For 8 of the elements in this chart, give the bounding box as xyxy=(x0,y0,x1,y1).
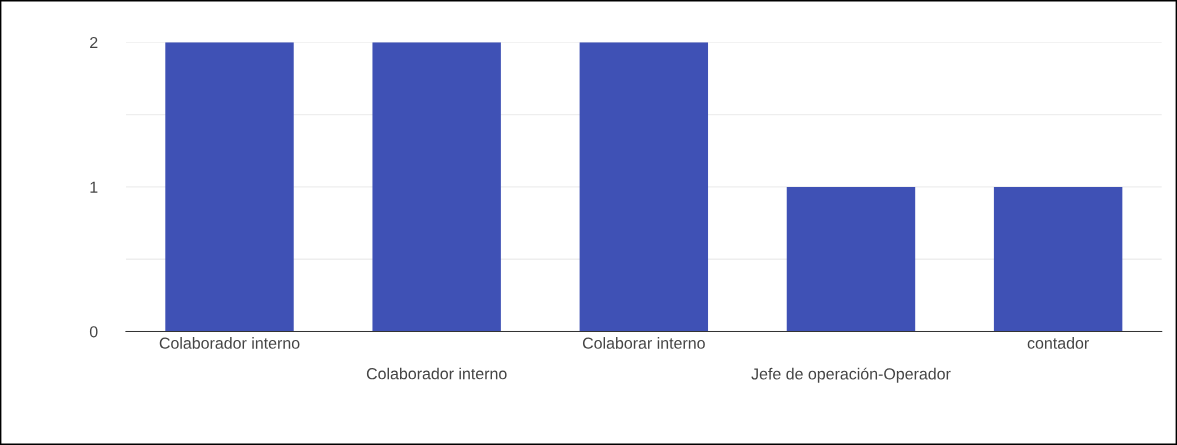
x-tick-label: Colaborador interno xyxy=(366,367,507,380)
x-tick-label: Jefe de operación-Operador xyxy=(751,367,951,383)
y-tick-label: 0 xyxy=(89,326,98,338)
x-tick-label: Colaborador interno xyxy=(159,337,300,349)
y-tick-label: 1 xyxy=(90,181,98,193)
x-tick-label: Colaborar interno xyxy=(582,337,705,349)
y-tick-label: 2 xyxy=(90,36,98,49)
x-tick-label: contador xyxy=(1027,337,1089,349)
